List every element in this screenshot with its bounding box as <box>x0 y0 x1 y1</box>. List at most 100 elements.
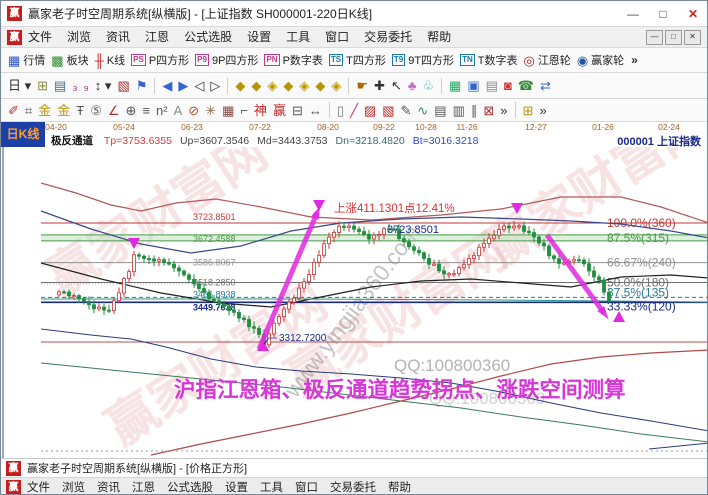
menu-item[interactable]: 交易委托 <box>364 30 413 44</box>
tool-shen-tool[interactable]: 神 <box>254 103 267 118</box>
tool-grid-window[interactable]: ⊞ <box>37 78 48 93</box>
toolbar-button-9p-square[interactable]: P9 9P四方形 <box>195 52 258 68</box>
tool-calculator[interactable]: ▣ <box>467 78 479 93</box>
tool-diamond-tool-7[interactable]: ◈ <box>331 78 341 93</box>
tool-square-number[interactable]: n² <box>156 103 168 118</box>
tool-more-draw[interactable]: » <box>500 103 507 118</box>
tool-flag-mark[interactable]: ⚑ <box>136 78 148 93</box>
tool-gold-ratio-1[interactable]: 金 <box>38 103 51 118</box>
tool-expand-arrows[interactable]: ↔ <box>309 103 322 118</box>
kline-chart[interactable]: 赢家财富网赢家财富网赢家财富网赢家财富网www.yingjia360.comQQ… <box>1 147 708 458</box>
maximize-button[interactable]: □ <box>659 6 667 21</box>
tool-first-page[interactable]: ◀ <box>162 78 172 93</box>
tool-transfer[interactable]: ⇄ <box>540 78 551 93</box>
toolbar-button-t-number-table[interactable]: TN T数字表 <box>460 52 517 68</box>
toolbar-button-sectors[interactable]: ▩ 板块 <box>51 52 88 68</box>
tool-more-2[interactable]: » <box>539 103 546 118</box>
tool-pen-tool[interactable]: ✐ <box>8 103 19 118</box>
tool-gann-grid[interactable]: ⌗ <box>25 103 32 118</box>
tool-grid-box-2[interactable]: ▥ <box>453 103 465 118</box>
tool-diamond-tool-1[interactable]: ◆ <box>235 78 245 93</box>
menu-item[interactable]: 公式选股 <box>184 30 233 44</box>
tool-reweight[interactable]: ▧ <box>117 78 129 93</box>
tool-hand-tool[interactable]: ☛ <box>356 78 368 93</box>
tool-notepad[interactable]: ▤ <box>486 78 498 93</box>
mdi-restore-button[interactable]: □ <box>665 29 682 45</box>
tool-prev[interactable]: ◁ <box>194 78 204 93</box>
tool-time-cycle[interactable]: ⊕ <box>126 103 137 118</box>
tool-last-page[interactable]: ▶ <box>178 78 188 93</box>
tool-gann-fan[interactable]: ⊘ <box>188 103 199 118</box>
menu-item[interactable]: 设置 <box>247 30 272 44</box>
tool-ray-fan[interactable]: ╱ <box>350 103 358 118</box>
menu-item[interactable]: 资讯 <box>97 482 120 494</box>
tool-diamond-tool-4[interactable]: ◆ <box>283 78 293 93</box>
menu-item[interactable]: 帮助 <box>388 482 411 494</box>
tool-t-line[interactable]: Ŧ <box>76 103 84 118</box>
minimize-button[interactable]: — <box>627 6 639 21</box>
tool-kline-9[interactable]: ₉ <box>84 78 89 93</box>
toolbar-button-gann-wheel[interactable]: ◎ 江恩轮 <box>523 52 570 68</box>
tool-diamond-tool-3[interactable]: ◈ <box>267 78 277 93</box>
second-window-title-bar[interactable]: 赢 赢家老子时空周期系统[纵横版] - [价格正方形] <box>1 458 707 477</box>
tool-red-box-1[interactable]: ▨ <box>364 103 376 118</box>
tool-calendar[interactable]: ▦ <box>449 78 461 93</box>
tool-grid-box-1[interactable]: ▤ <box>434 103 446 118</box>
tool-angle-line[interactable]: ∠ <box>108 103 120 118</box>
toolbar-button-quotes[interactable]: ▦ 行情 <box>8 52 45 68</box>
tool-diamond-tool-5[interactable]: ◈ <box>299 78 309 93</box>
tool-diamond-tool-6[interactable]: ◆ <box>315 78 325 93</box>
menu-item[interactable]: 工具 <box>260 482 283 494</box>
tool-wave-line[interactable]: ∿ <box>417 103 428 118</box>
toolbar-button-winner-wheel[interactable]: ◉ 赢家轮 <box>577 52 624 68</box>
tool-pencil[interactable]: ✎ <box>400 103 411 118</box>
menu-item[interactable]: 文件 <box>28 30 53 44</box>
tool-win-tool[interactable]: 赢 <box>273 103 286 118</box>
menu-item[interactable]: 浏览 <box>62 482 85 494</box>
tool-layer-123[interactable]: ⊟ <box>292 103 303 118</box>
toolbar-button-t-square[interactable]: TS T四方形 <box>328 52 386 68</box>
menu-item[interactable]: 江恩 <box>145 30 170 44</box>
toolbar-overflow-button[interactable]: » <box>631 53 638 67</box>
toolbar-button-p-number-table[interactable]: PN P数字表 <box>264 52 323 68</box>
menu-item[interactable]: 窗口 <box>325 30 350 44</box>
tool-price-square[interactable]: ▦ <box>222 103 234 118</box>
menu-item[interactable]: 设置 <box>225 482 248 494</box>
menu-item[interactable]: 文件 <box>27 482 50 494</box>
tool-red-box-2[interactable]: ▧ <box>382 103 394 118</box>
toolbar-button-9t-square[interactable]: T9 9T四方形 <box>391 52 454 68</box>
menu-item[interactable]: 公式选股 <box>167 482 213 494</box>
menu-item[interactable]: 资讯 <box>106 30 131 44</box>
tool-text-label[interactable]: A <box>174 103 183 118</box>
tool-next[interactable]: ▷ <box>210 78 220 93</box>
tool-gann-star[interactable]: ✳ <box>205 103 216 118</box>
menu-item[interactable]: 江恩 <box>132 482 155 494</box>
close-button[interactable]: ✕ <box>687 6 699 21</box>
tool-pink-tool[interactable]: ♣ <box>408 78 417 93</box>
tool-five-wave[interactable]: ⑤ <box>90 103 102 118</box>
tool-square-table[interactable]: ⊞ <box>523 103 534 118</box>
tool-crosshair-tool[interactable]: ✚ <box>374 78 385 93</box>
tool-phone[interactable]: ☎ <box>518 78 534 93</box>
toolbar-button-kline[interactable]: ╫ K线 <box>95 52 126 68</box>
tool-rectangle[interactable]: ▯ <box>337 103 344 118</box>
tool-kline-3[interactable]: ₃ <box>72 78 77 93</box>
menu-item[interactable]: 帮助 <box>427 30 452 44</box>
tool-list-panel[interactable]: ▤ <box>54 78 66 93</box>
tool-teal-tool[interactable]: ♧ <box>422 78 434 93</box>
tool-pointer-tool[interactable]: ↖ <box>391 78 402 93</box>
tool-gold-ratio-2[interactable]: 金 <box>57 103 70 118</box>
menu-item[interactable]: 窗口 <box>295 482 318 494</box>
tool-cancel-draw[interactable]: ⊠ <box>483 103 494 118</box>
tool-period-day[interactable]: 日 ▾ <box>8 78 31 93</box>
menu-item[interactable]: 工具 <box>286 30 311 44</box>
tool-save-disk[interactable]: ◙ <box>504 78 512 93</box>
tool-scale[interactable]: ↕ ▾ <box>95 78 112 93</box>
tool-bracket[interactable]: ⌐ <box>240 103 248 118</box>
period-label[interactable]: 日K线 <box>1 122 45 147</box>
tool-comb-line[interactable]: ≡ <box>142 103 150 118</box>
menu-item[interactable]: 交易委托 <box>330 482 376 494</box>
toolbar-button-p-square[interactable]: PS P四方形 <box>131 52 189 68</box>
mdi-minimize-button[interactable]: — <box>646 29 663 45</box>
mdi-close-button[interactable]: ✕ <box>684 29 701 45</box>
